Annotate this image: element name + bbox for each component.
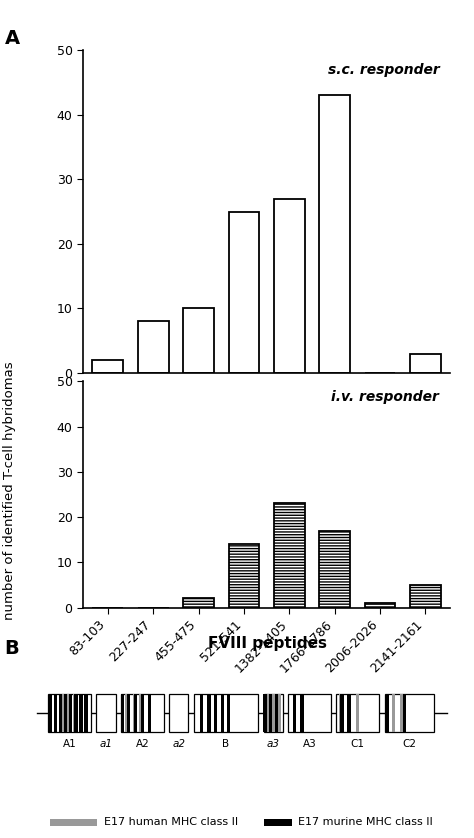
Bar [337,694,379,732]
Bar [272,694,275,732]
Bar [141,694,144,732]
Text: C1: C1 [351,738,365,748]
Bar [221,694,224,732]
Bar [139,694,142,732]
Bar [392,694,395,732]
Bar [183,308,214,373]
Bar [73,694,77,732]
Bar [84,694,88,732]
Bar [125,694,129,732]
Bar [147,694,151,732]
Bar [138,321,169,373]
Bar [227,694,230,732]
Bar [356,694,359,732]
Bar [74,694,78,732]
Bar [228,544,259,608]
Bar [319,96,350,373]
Bar [64,694,67,732]
Bar [214,694,218,732]
Bar [54,694,57,732]
Bar [48,694,91,732]
Bar [319,530,350,608]
Bar [385,694,389,732]
Text: s.c. responder: s.c. responder [328,63,439,77]
Bar [264,819,292,826]
Bar [300,694,304,732]
Bar [278,694,282,732]
Bar [183,598,214,608]
Bar [127,694,130,732]
Bar [79,694,82,732]
Text: A: A [5,29,20,49]
Bar [410,354,441,373]
Bar [365,603,395,608]
Bar [92,360,123,373]
Text: FVIII peptides: FVIII peptides [208,636,328,651]
Bar [194,694,258,732]
Text: A1: A1 [63,738,76,748]
Text: E17 human MHC class II: E17 human MHC class II [103,817,237,827]
Bar [401,694,404,732]
Text: a1: a1 [100,738,112,748]
Bar [274,694,278,732]
Bar [263,694,266,732]
Bar [200,694,203,732]
Bar [385,694,434,732]
Bar [121,694,125,732]
Bar [61,694,64,732]
Text: E17 murine MHC class II: E17 murine MHC class II [298,817,433,827]
Text: A3: A3 [303,738,317,748]
Bar [207,694,210,732]
Bar [59,694,62,732]
Bar [269,694,272,732]
Bar [402,694,406,732]
Bar [265,694,269,732]
Bar [338,694,342,732]
Bar [274,504,305,608]
Bar [228,211,259,373]
Text: A2: A2 [136,738,149,748]
Text: B: B [222,738,229,748]
Bar [347,694,351,732]
Bar [340,694,344,732]
Bar [67,694,70,732]
Bar [292,694,296,732]
Bar [133,694,136,732]
Text: B: B [5,639,19,658]
Text: a3: a3 [267,738,280,748]
Bar [50,819,97,826]
Bar [121,694,164,732]
Text: C2: C2 [402,738,417,748]
Bar [134,694,137,732]
Bar [48,694,52,732]
Text: i.v. responder: i.v. responder [331,391,439,405]
Bar [288,694,331,732]
Bar [274,199,305,373]
Bar [410,585,441,608]
Text: a2: a2 [173,738,185,748]
Bar [96,694,116,732]
Bar [264,694,283,732]
Text: number of identified T-cell hybridomas: number of identified T-cell hybridomas [3,361,16,619]
Bar [169,694,189,732]
Bar [69,694,73,732]
